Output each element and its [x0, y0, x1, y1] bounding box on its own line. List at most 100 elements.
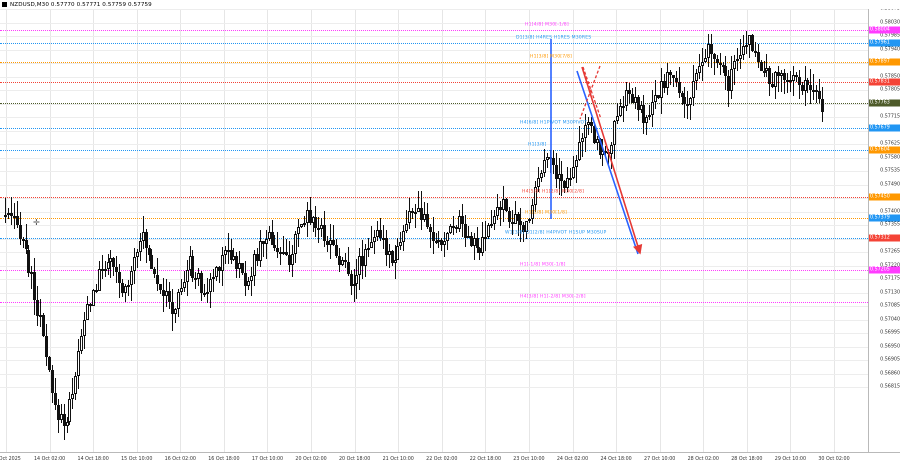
candle-body: [209, 279, 212, 292]
candle-wick: [435, 232, 437, 245]
chart-plot-area[interactable]: H1[4/8] M30[-1/8] D1[3/8] H4RES H1RES M30…: [0, 9, 868, 452]
gridline-vertical: [223, 9, 225, 452]
candle-body: [797, 76, 801, 85]
candle-body: [276, 248, 280, 253]
gridline-vertical: [93, 9, 95, 452]
candle-body: [326, 241, 330, 246]
candle-body: [162, 290, 166, 297]
candle-body: [496, 206, 499, 216]
candle-body: [463, 223, 467, 238]
candle-body: [788, 79, 792, 82]
murrey-level-line: [0, 301, 868, 303]
candle-wick: [415, 203, 416, 229]
price-axis-tick: 0.57985: [880, 33, 900, 39]
gridline-vertical: [572, 9, 574, 452]
candle-body: [774, 72, 778, 87]
candle-body: [118, 271, 122, 283]
candle-wick: [745, 30, 747, 55]
candle-body: [211, 277, 215, 280]
candle-body: [267, 231, 271, 239]
candle-body: [651, 101, 655, 115]
gridline-horizontal: [0, 76, 868, 78]
candle-body: [419, 207, 423, 220]
red-dashed-channel-right: [579, 65, 601, 120]
time-axis-tick: 22 Oct 18:00: [469, 457, 501, 462]
candle-wick: [204, 283, 206, 298]
candle-body: [730, 68, 734, 91]
price-tag-highlight: 0.57205: [869, 266, 900, 274]
candle-wick: [499, 200, 501, 226]
gridline-vertical: [528, 9, 530, 452]
candle-body: [785, 79, 789, 82]
price-axis[interactable]: 0.580750.580300.579850.579400.578950.578…: [868, 9, 900, 452]
candle-body: [15, 215, 19, 226]
candle-body: [320, 224, 324, 230]
price-axis-tick: 0.57850: [880, 74, 900, 80]
candle-body: [481, 237, 485, 254]
gridline-horizontal: [0, 306, 868, 308]
candle-body: [668, 71, 672, 76]
candle-body: [200, 273, 204, 293]
candle-body: [701, 62, 704, 66]
gridline-horizontal: [0, 49, 868, 51]
candle-wick: [195, 271, 197, 289]
candle-body: [425, 214, 429, 227]
candle-body: [768, 68, 772, 85]
candle-body: [531, 204, 535, 219]
candle-body: [197, 273, 201, 280]
gridline-vertical: [49, 9, 51, 452]
candle-body: [27, 249, 31, 274]
candle-body: [56, 404, 60, 421]
lbl-h1-n1-8-m30-n1-8: H1[-1/8] M30[-1/8]: [520, 262, 566, 268]
gridline-vertical: [6, 9, 7, 452]
time-axis[interactable]: 13 Oct 2025 14 Oct 02:00 14 Oct 18:00 15 Oc…: [0, 452, 900, 469]
gridline-horizontal: [0, 360, 868, 362]
price-axis-tick: 0.57580: [880, 155, 900, 161]
candle-body: [475, 238, 479, 248]
lbl-h1-3-8-m30-7-8: H1[3/8] M30[7/8]: [530, 54, 573, 60]
candle-wick: [262, 240, 264, 258]
time-axis-tick: 28 Oct 18:00: [731, 457, 763, 462]
candle-wick: [819, 78, 821, 104]
candle-body: [296, 226, 300, 234]
candle-body: [452, 225, 456, 228]
candle-body: [557, 174, 561, 179]
candle-body: [662, 80, 666, 88]
lbl-d1-3-8-h4res: D1[3/8] H4RES H1RES M30RES: [516, 35, 592, 41]
candle-body: [127, 285, 130, 288]
price-axis-tick: 0.57940: [880, 47, 900, 53]
murrey-level-line: [0, 62, 868, 64]
price-tag-highlight: 0.57763: [869, 99, 900, 107]
candle-body: [173, 309, 177, 315]
gridline-horizontal: [0, 279, 868, 281]
candle-body: [317, 227, 321, 230]
candle-wick: [778, 66, 780, 93]
candle-body: [537, 178, 540, 187]
price-axis-tick: 0.56905: [880, 357, 900, 363]
candle-wick: [89, 302, 91, 312]
time-axis-tick: 14 Oct 18:00: [77, 457, 109, 462]
candle-wick: [101, 255, 103, 280]
candle-body: [238, 263, 242, 270]
candle-body: [121, 282, 125, 294]
price-axis-tick: 0.57220: [880, 263, 900, 269]
candle-body: [695, 73, 699, 82]
candle-body: [578, 142, 581, 161]
lbl-h4-3-8-h1-n2-8: H4[3/8] H1[-2/8] M30[-2/8]: [520, 294, 586, 300]
candle-body: [771, 84, 775, 87]
candle-body: [159, 284, 163, 291]
candle-body: [220, 255, 224, 271]
candle-body: [706, 44, 710, 59]
candle-body: [815, 89, 819, 92]
candle-body: [232, 255, 236, 260]
gridline-horizontal: [0, 117, 868, 119]
candle-body: [375, 229, 379, 237]
candle-wick: [596, 135, 598, 151]
candle-body: [783, 72, 786, 80]
candle-body: [753, 51, 757, 54]
candle-wick: [212, 268, 214, 292]
candle-body: [698, 65, 702, 74]
candle-body: [422, 214, 426, 220]
candle-body: [185, 270, 189, 283]
candle-wick: [406, 209, 408, 233]
